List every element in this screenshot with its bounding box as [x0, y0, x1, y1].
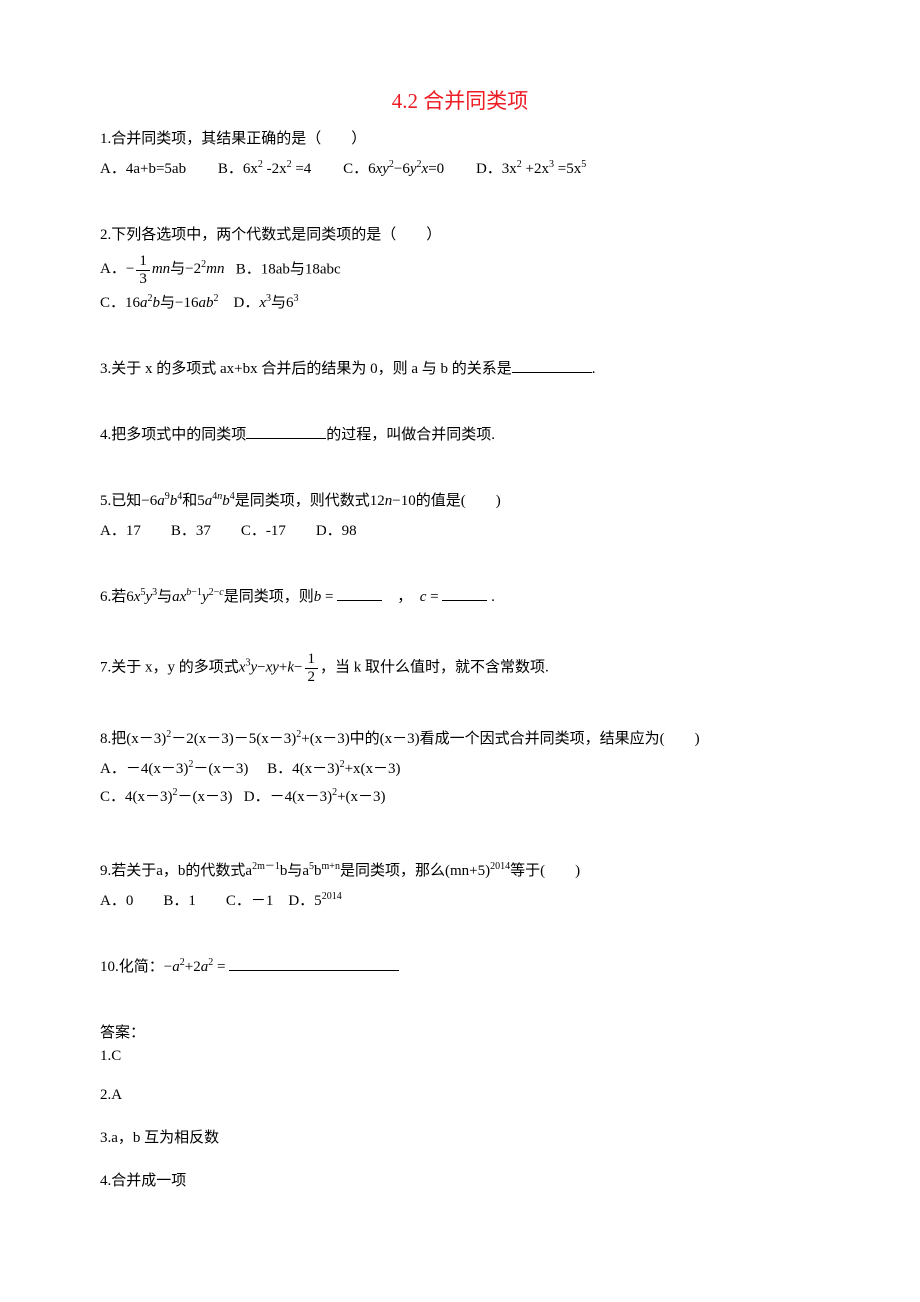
answer-1: 1.C	[100, 1048, 820, 1065]
q2-options: A．−13mn与−22mn B．18ab与18abc C．16a2b与−16ab…	[100, 253, 820, 315]
answer-2: 2.A	[100, 1087, 820, 1104]
q2-opt-b: B．18ab与18abc	[236, 261, 341, 277]
q5-options: A．17 B．37 C．-17 D．98	[100, 519, 820, 543]
q8-opt-b: B．4(x－3)2+x(x－3)	[267, 761, 400, 777]
answer-4: 4.合并成一项	[100, 1169, 820, 1190]
question-6: 6.若6x5y3与axb−1y2−c是同类项，则b = ， c = .	[100, 585, 820, 609]
q3-stem: 3.关于 x 的多项式 ax+bx 合并后的结果为 0，则 a 与 b 的关系是…	[100, 357, 820, 381]
q2-stem: 2.下列各选项中，两个代数式是同类项的是（ ）	[100, 223, 820, 247]
q4-stem: 4.把多项式中的同类项的过程，叫做合并同类项.	[100, 423, 820, 447]
q10-stem: 10.化简：−a2+2a2 =	[100, 955, 820, 979]
q2-opt-d: D．x3与63	[234, 295, 299, 311]
q1-opt-c: C．6xy2−6y2x=0	[343, 157, 444, 181]
question-9: 9.若关于a，b的代数式a2m－1b与a5bm+n是同类项，那么(mn+5)20…	[100, 859, 820, 913]
answer-3: 3.a，b 互为相反数	[100, 1126, 820, 1147]
question-4: 4.把多项式中的同类项的过程，叫做合并同类项.	[100, 423, 820, 447]
q7-stem: 7.关于 x，y 的多项式x3y−xy+k−12，当 k 取什么值时，就不含常数…	[100, 651, 820, 685]
question-1: 1.合并同类项，其结果正确的是（ ） A．4a+b=5ab B．6x2 -2x2…	[100, 127, 820, 181]
q1-opt-a: A．4a+b=5ab	[100, 157, 186, 181]
q10-blank	[229, 956, 399, 971]
q1-options: A．4a+b=5ab B．6x2 -2x2 =4 C．6xy2−6y2x=0 D…	[100, 157, 820, 181]
q6-blank-2	[442, 586, 487, 601]
q6-blank-1	[337, 586, 382, 601]
answers-header: 答案：	[100, 1021, 820, 1042]
question-5: 5.已知−6a9b4和5a4nb4是同类项，则代数式12n−10的值是( ) A…	[100, 489, 820, 543]
q8-stem: 8.把(x－3)2－2(x－3)－5(x－3)2+(x－3)中的(x－3)看成一…	[100, 727, 820, 751]
q5-stem: 5.已知−6a9b4和5a4nb4是同类项，则代数式12n−10的值是( )	[100, 489, 820, 513]
page-title: 4.2 合并同类项	[100, 85, 820, 115]
q8-opt-a: A．－4(x－3)2－(x－3)	[100, 761, 248, 777]
q8-opt-d: D．－4(x－3)2+(x－3)	[244, 789, 386, 805]
q1-opt-d: D．3x2 +2x3 =5x5	[476, 161, 586, 177]
q1-stem: 1.合并同类项，其结果正确的是（ ）	[100, 127, 820, 151]
question-7: 7.关于 x，y 的多项式x3y−xy+k−12，当 k 取什么值时，就不含常数…	[100, 651, 820, 685]
q9-stem: 9.若关于a，b的代数式a2m－1b与a5bm+n是同类项，那么(mn+5)20…	[100, 859, 820, 883]
q4-blank	[246, 424, 326, 439]
question-10: 10.化简：−a2+2a2 =	[100, 955, 820, 979]
q9-options: A．0 B．1 C．－1 D．52014	[100, 889, 820, 913]
question-2: 2.下列各选项中，两个代数式是同类项的是（ ） A．−13mn与−22mn B．…	[100, 223, 820, 315]
q1-opt-b: B．6x2 -2x2 =4	[218, 157, 311, 181]
q8-opt-c: C．4(x－3)2－(x－3)	[100, 789, 233, 805]
q2-opt-c: C．16a2b与−16ab2	[100, 295, 219, 311]
q6-stem: 6.若6x5y3与axb−1y2−c是同类项，则b = ， c = .	[100, 585, 820, 609]
q8-options: A．－4(x－3)2－(x－3) B．4(x－3)2+x(x－3) C．4(x－…	[100, 757, 820, 809]
question-8: 8.把(x－3)2－2(x－3)－5(x－3)2+(x－3)中的(x－3)看成一…	[100, 727, 820, 809]
q2-opt-a: A．−13mn与−22mn	[100, 261, 224, 277]
question-3: 3.关于 x 的多项式 ax+bx 合并后的结果为 0，则 a 与 b 的关系是…	[100, 357, 820, 381]
q3-blank	[512, 358, 592, 373]
